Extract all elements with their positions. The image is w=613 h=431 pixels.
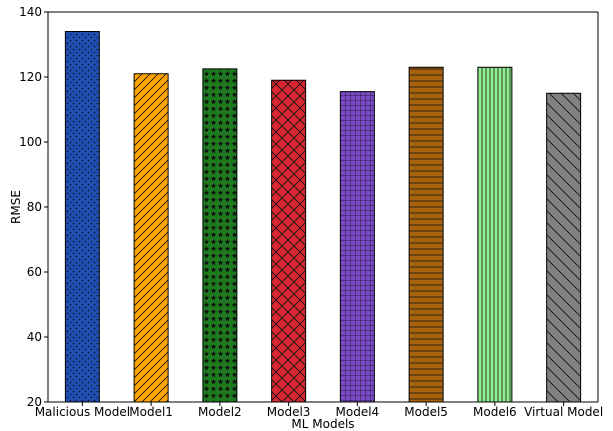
bar-malicious-model	[64, 31, 100, 403]
y-tick-label: 80	[27, 200, 42, 214]
bar-model4	[339, 91, 375, 403]
y-tick-label: 60	[27, 265, 42, 279]
x-axis-title: ML Models	[291, 417, 354, 431]
bar-model2	[202, 68, 238, 403]
y-tick-label: 140	[19, 5, 42, 19]
bars-group	[64, 31, 582, 403]
x-tick-label: Model4	[336, 405, 380, 419]
x-tick-label: Malicious Model	[35, 405, 130, 419]
x-tick-label: Model1	[129, 405, 173, 419]
y-tick-label: 20	[27, 395, 42, 409]
x-tick-label: Virtual Model	[524, 405, 603, 419]
bar-model6	[477, 66, 513, 403]
y-tick-label: 120	[19, 70, 42, 84]
y-tick-label: 40	[27, 330, 42, 344]
y-tick-label: 100	[19, 135, 42, 149]
bar-virtual-model	[546, 92, 582, 403]
y-axis-title: RMSE	[9, 190, 23, 224]
x-tick-label: Model6	[473, 405, 517, 419]
bar-model5	[408, 66, 444, 403]
x-tick-label: Model2	[198, 405, 242, 419]
x-tick-label: Model3	[267, 405, 311, 419]
bar-model3	[271, 79, 307, 403]
x-tick-label: Model5	[404, 405, 448, 419]
axes-group: 20 40 60 80 100 120 140 Malicious Model Model1 Mo…	[19, 5, 603, 419]
bar-model1	[133, 73, 169, 403]
